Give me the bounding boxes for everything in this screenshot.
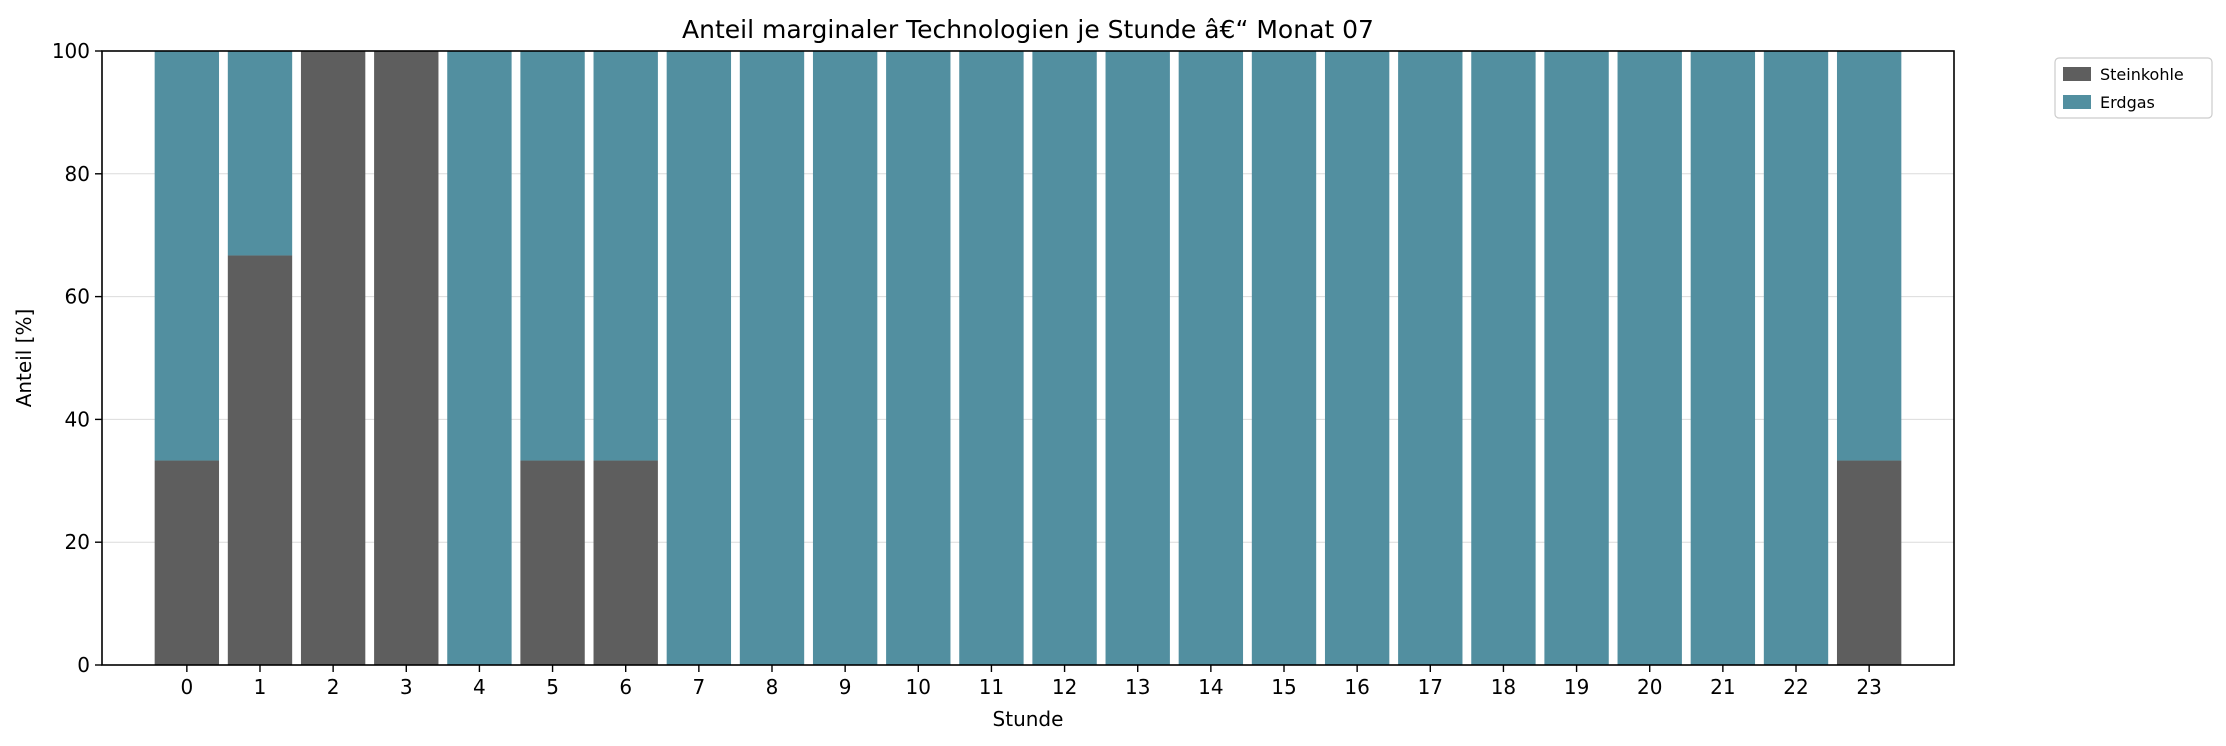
x-tick-label-9: 9 <box>839 675 852 699</box>
x-tick-label-18: 18 <box>1491 675 1516 699</box>
bar-erdgas-16 <box>1324 51 1390 665</box>
bar-erdgas-0 <box>154 51 220 461</box>
bars <box>154 51 1902 665</box>
bar-erdgas-18 <box>1471 51 1536 665</box>
y-tick-label-100: 100 <box>52 39 90 63</box>
bar-erdgas-7 <box>666 51 732 665</box>
legend: Steinkohle Erdgas <box>2054 57 2213 119</box>
bar-erdgas-19 <box>1544 51 1609 665</box>
bar-erdgas-12 <box>1032 51 1097 665</box>
bar-steinkohle-6 <box>593 460 658 665</box>
bar-steinkohle-3 <box>374 51 439 665</box>
bar-steinkohle-0 <box>154 460 220 665</box>
bar-steinkohle-23 <box>1836 460 1902 665</box>
x-tick-label-2: 2 <box>327 675 340 699</box>
x-tick-label-12: 12 <box>1052 675 1077 699</box>
bar-erdgas-17 <box>1398 51 1463 665</box>
x-tick-label-23: 23 <box>1856 675 1881 699</box>
bar-erdgas-11 <box>959 51 1024 665</box>
x-tick-label-11: 11 <box>979 675 1004 699</box>
x-tick-label-3: 3 <box>400 675 413 699</box>
bar-steinkohle-5 <box>520 460 585 665</box>
legend-swatch-steinkohle <box>2063 67 2091 81</box>
x-tick-label-15: 15 <box>1271 675 1296 699</box>
y-tick-label-20: 20 <box>65 530 90 554</box>
chart-title: Anteil marginaler Technologien je Stunde… <box>682 15 1374 44</box>
y-tick-label-60: 60 <box>65 285 90 309</box>
bar-erdgas-1 <box>227 51 293 256</box>
x-tick-label-20: 20 <box>1637 675 1662 699</box>
y-tick-label-40: 40 <box>65 407 90 431</box>
bar-erdgas-8 <box>739 51 805 665</box>
bar-erdgas-4 <box>447 51 512 665</box>
x-tick-label-10: 10 <box>906 675 931 699</box>
legend-label-erdgas: Erdgas <box>2100 93 2155 112</box>
y-tick-label-0: 0 <box>77 653 90 677</box>
legend-frame <box>2054 57 2213 119</box>
y-tick-label-80: 80 <box>65 162 90 186</box>
bar-erdgas-15 <box>1251 51 1317 665</box>
x-tick-label-7: 7 <box>692 675 705 699</box>
x-tick-label-0: 0 <box>180 675 193 699</box>
x-tick-label-19: 19 <box>1564 675 1589 699</box>
bar-erdgas-20 <box>1617 51 1682 665</box>
bar-erdgas-14 <box>1178 51 1244 665</box>
x-tick-label-1: 1 <box>254 675 267 699</box>
legend-label-steinkohle: Steinkohle <box>2100 65 2184 84</box>
y-axis-ticks: 0 20 40 60 80 100 <box>52 39 102 677</box>
bar-erdgas-22 <box>1763 51 1829 665</box>
bar-erdgas-13 <box>1105 51 1170 665</box>
x-axis-ticks: 0 1 2 3 4 5 6 7 8 9 10 11 12 13 14 15 16 17 18 19 20 21 22 23 <box>180 665 1882 699</box>
bar-erdgas-6 <box>593 51 658 461</box>
x-tick-label-21: 21 <box>1710 675 1735 699</box>
x-tick-label-22: 22 <box>1783 675 1808 699</box>
bar-steinkohle-2 <box>300 51 366 665</box>
x-tick-label-16: 16 <box>1344 675 1369 699</box>
y-axis-label: Anteil [%] <box>12 309 36 408</box>
x-tick-label-5: 5 <box>546 675 559 699</box>
x-tick-label-8: 8 <box>766 675 779 699</box>
x-axis-label: Stunde <box>993 707 1064 731</box>
x-tick-label-4: 4 <box>473 675 486 699</box>
bar-erdgas-9 <box>812 51 878 665</box>
bar-steinkohle-1 <box>227 255 293 665</box>
x-tick-label-14: 14 <box>1198 675 1223 699</box>
legend-swatch-erdgas <box>2063 95 2091 109</box>
bar-erdgas-23 <box>1836 51 1902 461</box>
x-tick-label-17: 17 <box>1418 675 1443 699</box>
bar-erdgas-21 <box>1690 51 1756 665</box>
x-tick-label-6: 6 <box>619 675 632 699</box>
bar-erdgas-5 <box>520 51 585 461</box>
bar-erdgas-10 <box>886 51 951 665</box>
plot-frame <box>101 50 1955 666</box>
x-tick-label-13: 13 <box>1125 675 1150 699</box>
